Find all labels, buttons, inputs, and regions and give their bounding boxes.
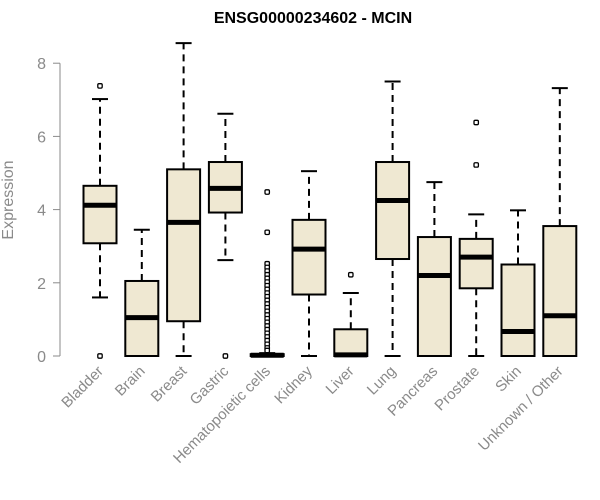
y-tick-label: 2 bbox=[37, 276, 46, 293]
box-pancreas bbox=[416, 181, 452, 357]
box-iqr bbox=[375, 161, 411, 261]
box-bladder bbox=[82, 83, 118, 359]
y-axis: 0 2 4 6 8 bbox=[37, 56, 61, 366]
y-tick-label: 6 bbox=[37, 129, 46, 146]
box-iqr bbox=[416, 236, 452, 357]
box-iqr bbox=[500, 263, 536, 357]
x-category-label: Prostate bbox=[431, 363, 483, 415]
boxes-group bbox=[82, 42, 578, 359]
x-category-label: Skin bbox=[492, 363, 525, 396]
box-iqr bbox=[166, 168, 202, 323]
box-gastric bbox=[207, 112, 243, 359]
box-brain bbox=[124, 228, 160, 357]
y-tick-label: 0 bbox=[37, 349, 46, 366]
box-hematopoietic-cells bbox=[249, 189, 285, 358]
box-liver bbox=[333, 271, 369, 358]
x-category-label: Brain bbox=[112, 363, 149, 400]
box-unknown-other bbox=[542, 87, 578, 357]
box-skin bbox=[500, 209, 536, 357]
outlier-point bbox=[264, 189, 271, 195]
outlier-point bbox=[473, 119, 480, 126]
x-category-label: Breast bbox=[148, 362, 191, 405]
outlier-point bbox=[473, 162, 480, 168]
box-breast bbox=[166, 42, 202, 357]
x-category-label: Kidney bbox=[271, 362, 316, 407]
x-category-label: Lung bbox=[364, 363, 400, 399]
outlier-point bbox=[264, 229, 271, 236]
y-tick-label: 4 bbox=[37, 203, 46, 220]
box-iqr bbox=[458, 237, 494, 290]
chart-title: ENSG00000234602 - MCIN bbox=[214, 10, 412, 27]
box-iqr bbox=[542, 225, 578, 357]
outlier-point bbox=[97, 353, 103, 359]
x-category-label: Liver bbox=[323, 363, 358, 398]
box-lung bbox=[375, 80, 411, 357]
box-iqr bbox=[333, 328, 369, 358]
y-tick-label: 8 bbox=[37, 56, 46, 73]
y-axis-label: Expression bbox=[0, 160, 17, 239]
x-category-label: Bladder bbox=[58, 363, 107, 412]
outlier-point bbox=[347, 271, 354, 278]
box-kidney bbox=[291, 170, 327, 357]
box-iqr bbox=[291, 218, 327, 296]
box-prostate bbox=[458, 119, 494, 357]
outlier-point bbox=[222, 353, 229, 359]
outlier-point bbox=[97, 83, 103, 89]
box-iqr bbox=[82, 184, 118, 245]
outlier-point bbox=[264, 347, 271, 354]
